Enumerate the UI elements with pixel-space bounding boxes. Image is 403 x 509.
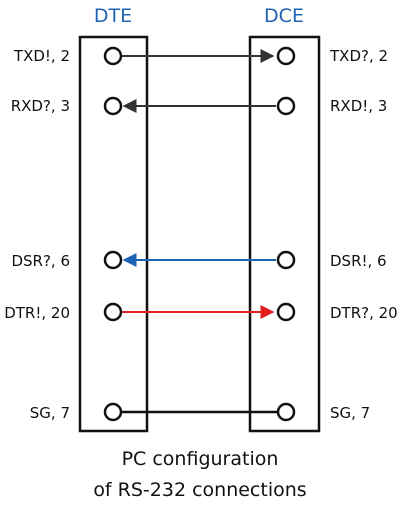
caption-line-2: of RS-232 connections xyxy=(93,479,306,501)
label-rxd-right: RXD!, 3 xyxy=(330,97,387,115)
label-rxd-left: RXD?, 3 xyxy=(11,97,70,115)
dce-box xyxy=(248,35,321,433)
pin-dte-sg xyxy=(103,402,123,422)
pin-dte-rxd xyxy=(103,96,123,116)
label-txd-right: TXD?, 2 xyxy=(329,47,388,65)
caption-line-1: PC configuration xyxy=(122,448,279,470)
label-txd-left: TXD!, 2 xyxy=(13,47,70,65)
pin-dce-txd xyxy=(276,46,296,66)
dce-title: DCE xyxy=(264,5,304,27)
pin-dte-dsr xyxy=(103,250,123,270)
label-dtr-left: DTR!, 20 xyxy=(4,304,70,322)
pin-dte-dtr xyxy=(103,302,123,322)
pin-dce-sg xyxy=(276,402,296,422)
label-dtr-right: DTR?, 20 xyxy=(330,304,398,322)
pin-dce-dtr xyxy=(276,302,296,322)
pin-dce-dsr xyxy=(276,250,296,270)
pin-dce-rxd xyxy=(276,96,296,116)
dte-title: DTE xyxy=(94,5,132,27)
label-dsr-right: DSR!, 6 xyxy=(330,252,387,270)
label-dsr-left: DSR?, 6 xyxy=(11,252,70,270)
pin-dte-txd xyxy=(103,46,123,66)
dte-box xyxy=(78,35,149,433)
label-sg-right: SG, 7 xyxy=(330,404,370,422)
label-sg-left: SG, 7 xyxy=(30,404,70,422)
